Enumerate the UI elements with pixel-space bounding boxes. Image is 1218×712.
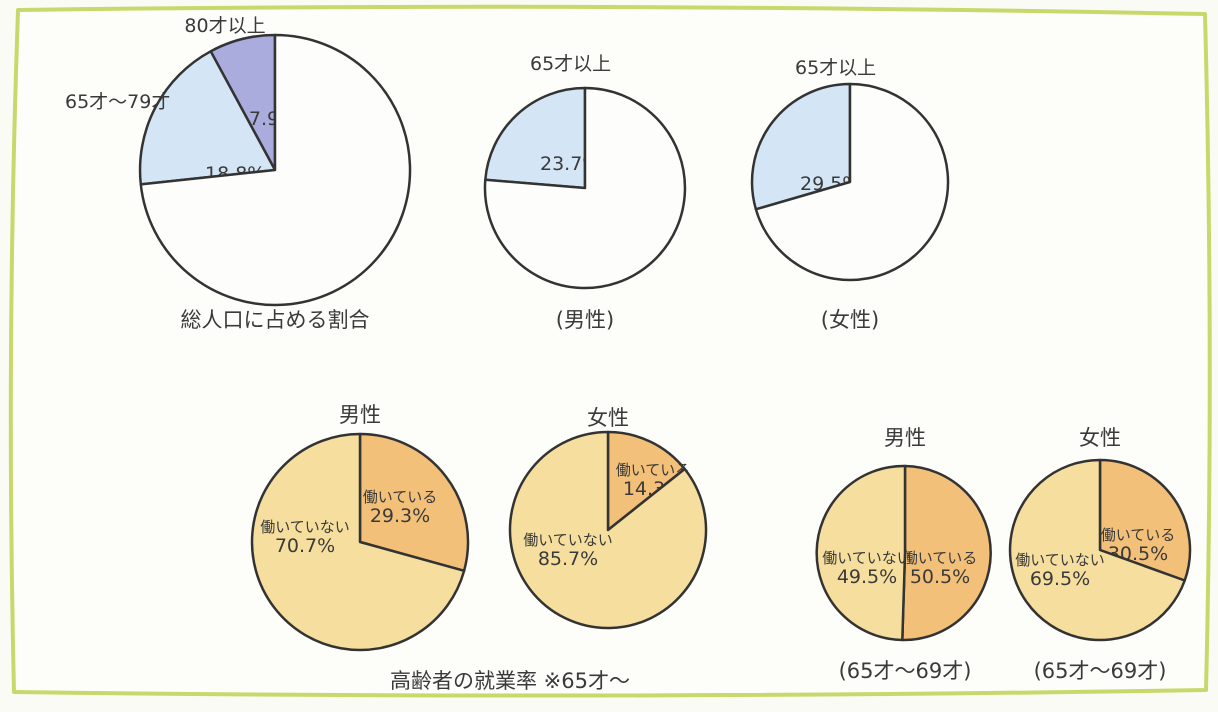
pie-chart-2: 23.7%65才以上(男性) bbox=[483, 53, 687, 332]
chart-caption: (女性) bbox=[821, 308, 879, 332]
slice-name-label: 65才以上 bbox=[530, 53, 611, 75]
chart-title: 男性 bbox=[339, 403, 381, 427]
pie-chart-4: 29.3%働いている 70.7%働いていない 男性 bbox=[250, 403, 470, 652]
slice-name-label: 65才以上 bbox=[795, 57, 876, 79]
pie-slice bbox=[1098, 458, 1192, 582]
slice-value-label: 29.3% bbox=[370, 505, 430, 527]
pie-slice bbox=[508, 430, 708, 630]
group-caption: 高齢者の就業率 ※65才〜 bbox=[390, 669, 630, 693]
pie-chart-6: 50.5%働いている 49.5%働いていない 男性 (65才〜69才) bbox=[815, 426, 992, 683]
slice-name-label: 80才以上 bbox=[184, 15, 265, 37]
pie-slice bbox=[1008, 458, 1186, 642]
slice-name-label: 働いていない bbox=[260, 518, 350, 536]
chart-caption: 総人口に占める割合 bbox=[181, 308, 370, 332]
slice-name-label: 働いている bbox=[616, 461, 691, 479]
slice-value-label: 69.5% bbox=[1030, 568, 1090, 590]
slice-value-label: 70.7% bbox=[275, 535, 335, 557]
pie-slice bbox=[815, 464, 907, 642]
slice-name-label: 働いていない bbox=[822, 549, 912, 567]
chart-caption: (65才〜69才) bbox=[839, 659, 972, 683]
pie-slice bbox=[250, 432, 466, 652]
slice-value-label: 49.5% bbox=[837, 566, 897, 588]
slice-name-label: 働いている bbox=[1101, 526, 1176, 544]
pie-slice bbox=[754, 82, 950, 282]
slice-name-label: 働いている bbox=[363, 488, 438, 506]
slice-name-label: 65才〜79才 bbox=[65, 91, 170, 113]
slice-name-label: 働いていない bbox=[523, 531, 613, 549]
chart-title: 女性 bbox=[587, 406, 629, 430]
chart-caption: (65才〜69才) bbox=[1034, 659, 1167, 683]
chart-title: 女性 bbox=[1079, 426, 1121, 450]
slice-value-label: 50.5% bbox=[910, 566, 970, 588]
pie-slice bbox=[483, 86, 687, 290]
slice-value-label: 85.7% bbox=[538, 548, 598, 570]
pie-chart-3: 29.5%65才以上(女性) bbox=[750, 57, 950, 332]
slice-name-label: 働いていない bbox=[1015, 551, 1105, 569]
pie-slice bbox=[138, 50, 277, 186]
pie-slice bbox=[606, 430, 686, 532]
pie-slice bbox=[484, 86, 587, 190]
chart-title: 男性 bbox=[884, 426, 926, 450]
pie-slice bbox=[750, 82, 852, 211]
pie-slice bbox=[901, 464, 992, 642]
slice-name-label: 働いている bbox=[903, 549, 978, 567]
pie-slice bbox=[358, 432, 470, 573]
chart-caption: (男性) bbox=[556, 308, 614, 332]
pie-slice bbox=[139, 33, 412, 307]
